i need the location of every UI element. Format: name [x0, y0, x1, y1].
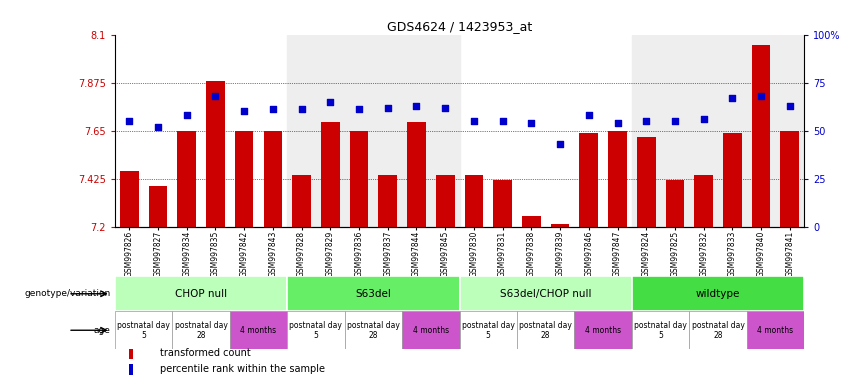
Text: 4 months: 4 months [413, 326, 448, 335]
Bar [694, 175, 713, 227]
Bar [723, 133, 742, 227]
Bar [637, 137, 655, 227]
Bar [235, 131, 254, 227]
Point [697, 116, 711, 122]
Bar [522, 216, 540, 227]
Bar [402, 311, 460, 349]
Bar [631, 276, 804, 311]
Point [237, 108, 251, 114]
Bar [580, 133, 598, 227]
Bar [689, 311, 747, 349]
Bar [379, 175, 397, 227]
Bar [264, 131, 283, 227]
Text: postnatal day
5: postnatal day 5 [289, 321, 342, 340]
Point [783, 103, 797, 109]
Text: postnatal day
5: postnatal day 5 [117, 321, 170, 340]
Text: CHOP null: CHOP null [175, 289, 227, 299]
Bar [230, 311, 287, 349]
Point [381, 104, 395, 111]
Point [496, 118, 510, 124]
Bar [494, 180, 512, 227]
Point [467, 118, 481, 124]
Text: age: age [94, 326, 111, 335]
Bar [115, 276, 287, 311]
Bar [551, 224, 569, 227]
Text: postnatal day
28: postnatal day 28 [519, 321, 572, 340]
Text: postnatal day
28: postnatal day 28 [174, 321, 227, 340]
Point [754, 93, 768, 99]
Text: postnatal day
5: postnatal day 5 [634, 321, 687, 340]
Text: postnatal day
5: postnatal day 5 [462, 321, 515, 340]
Bar [115, 311, 172, 349]
Bar [751, 45, 770, 227]
Point [323, 99, 337, 105]
Bar [747, 311, 804, 349]
Bar [120, 171, 139, 227]
Point [294, 106, 308, 113]
Bar [350, 131, 368, 227]
Text: S63del/CHOP null: S63del/CHOP null [500, 289, 591, 299]
Bar [460, 276, 631, 311]
Text: 4 months: 4 months [757, 326, 793, 335]
Text: 4 months: 4 months [585, 326, 621, 335]
Bar [780, 131, 799, 227]
Text: wildtype: wildtype [696, 289, 740, 299]
Bar [149, 186, 168, 227]
Bar [287, 35, 460, 227]
Bar [608, 131, 627, 227]
Bar [129, 364, 133, 375]
Point [582, 112, 596, 118]
Bar [321, 122, 340, 227]
Text: 4 months: 4 months [241, 326, 277, 335]
Point [180, 112, 193, 118]
Bar [206, 81, 225, 227]
Bar [631, 35, 804, 227]
Point [668, 118, 682, 124]
Bar [460, 311, 517, 349]
Bar [465, 175, 483, 227]
Bar [407, 122, 426, 227]
Point [151, 124, 165, 130]
Point [266, 106, 280, 113]
Bar [345, 311, 402, 349]
Point [208, 93, 222, 99]
Bar [665, 180, 684, 227]
Bar [177, 131, 196, 227]
Text: GDS4624 / 1423953_at: GDS4624 / 1423953_at [387, 20, 532, 33]
Bar [574, 311, 631, 349]
Text: S63del: S63del [356, 289, 391, 299]
Bar [436, 175, 454, 227]
Text: percentile rank within the sample: percentile rank within the sample [160, 364, 325, 374]
Bar [287, 311, 345, 349]
Point [524, 120, 538, 126]
Bar [631, 311, 689, 349]
Bar [129, 348, 133, 359]
Text: transformed count: transformed count [160, 348, 250, 358]
Point [726, 95, 740, 101]
Text: genotype/variation: genotype/variation [25, 289, 111, 298]
Point [352, 106, 366, 113]
Bar [292, 175, 311, 227]
Point [438, 104, 452, 111]
Bar [287, 276, 460, 311]
Bar [172, 311, 230, 349]
Text: postnatal day
28: postnatal day 28 [347, 321, 400, 340]
Point [553, 141, 567, 147]
Point [611, 120, 625, 126]
Point [409, 103, 423, 109]
Bar [517, 311, 574, 349]
Text: postnatal day
28: postnatal day 28 [692, 321, 745, 340]
Point [639, 118, 653, 124]
Point [123, 118, 136, 124]
